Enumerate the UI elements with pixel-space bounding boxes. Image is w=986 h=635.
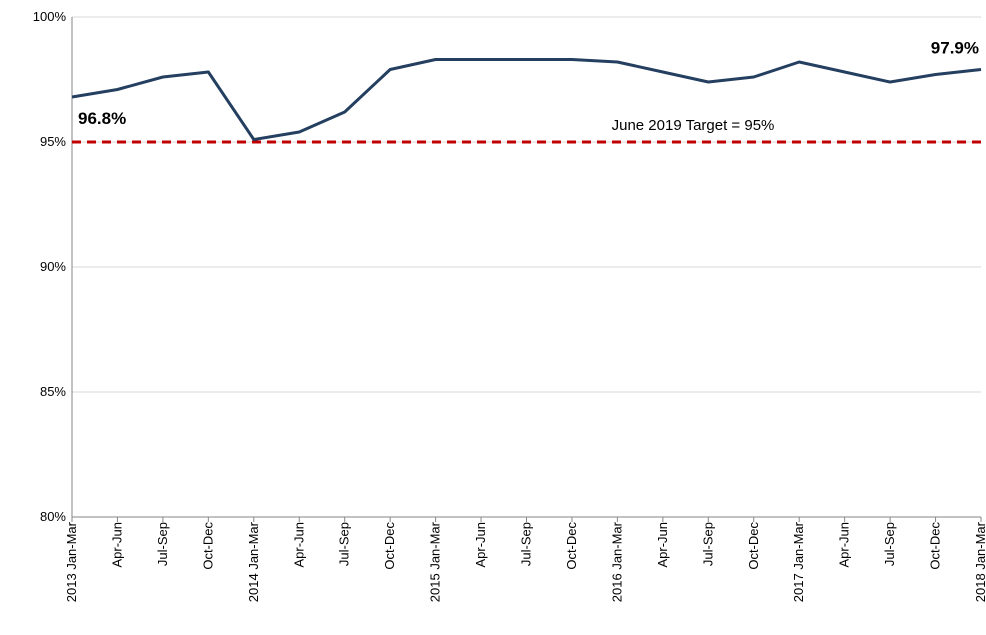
x-tick-label: Oct-Dec <box>564 522 579 570</box>
x-tick-label: Oct-Dec <box>928 522 943 570</box>
x-tick-label: 2015 Jan-Mar <box>428 521 443 602</box>
x-tick-label: Oct-Dec <box>200 522 215 570</box>
y-tick-label: 85% <box>40 384 66 399</box>
data-label: 96.8% <box>78 109 126 128</box>
line <box>71 58 982 141</box>
x-tick-label: Apr-Jun <box>837 522 852 568</box>
y-tick-label: 90% <box>40 259 66 274</box>
x-tick-label: Jul-Sep <box>882 522 897 566</box>
x-tick-label: 2013 Jan-Mar <box>64 521 79 602</box>
y-tick-label: 95% <box>40 134 66 149</box>
y-tick-label: 80% <box>40 509 66 524</box>
x-tick-label: Jul-Sep <box>519 522 534 566</box>
x-tick-label: 2016 Jan-Mar <box>609 521 624 602</box>
x-tick-label: Oct-Dec <box>746 522 761 570</box>
x-tick-label: Jul-Sep <box>700 522 715 566</box>
target-label: June 2019 Target = 95% <box>612 117 775 134</box>
x-tick-label: Apr-Jun <box>473 522 488 568</box>
y-tick-label: 100% <box>33 9 67 24</box>
x-tick-label: Apr-Jun <box>655 522 670 568</box>
x-tick-label: Jul-Sep <box>337 522 352 566</box>
x-tick-label: 2018 Jan-Mar <box>973 521 986 602</box>
x-tick-label: Apr-Jun <box>109 522 124 568</box>
x-tick-label: 2014 Jan-Mar <box>246 521 261 602</box>
x-tick-label: Jul-Sep <box>155 522 170 566</box>
x-tick-label: Oct-Dec <box>382 522 397 570</box>
x-tick-label: Apr-Jun <box>291 522 306 568</box>
x-tick-label: 2017 Jan-Mar <box>791 521 806 602</box>
data-label: 97.9% <box>931 39 979 58</box>
